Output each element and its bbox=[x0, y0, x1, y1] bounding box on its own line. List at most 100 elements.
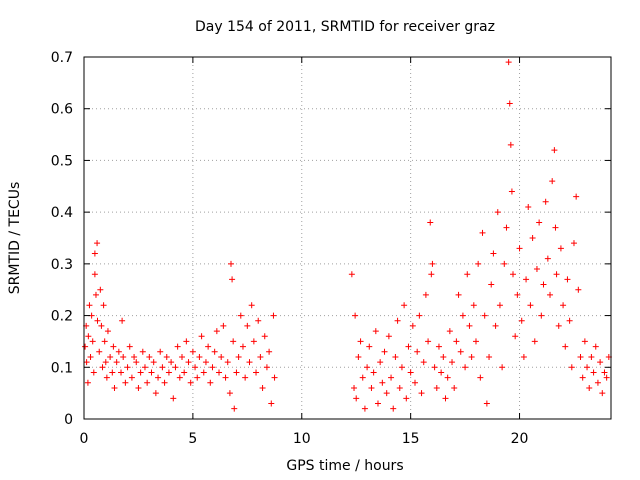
data-point bbox=[494, 209, 501, 216]
data-point bbox=[268, 400, 275, 407]
data-point bbox=[588, 353, 595, 360]
data-point bbox=[107, 353, 114, 360]
data-point bbox=[557, 245, 564, 252]
data-point bbox=[451, 384, 458, 391]
data-point bbox=[209, 364, 216, 371]
data-point bbox=[163, 353, 170, 360]
data-point bbox=[479, 229, 486, 236]
data-point bbox=[83, 359, 90, 366]
data-point bbox=[542, 198, 549, 205]
data-point bbox=[115, 348, 122, 355]
data-point bbox=[547, 291, 554, 298]
data-point bbox=[457, 348, 464, 355]
data-point bbox=[157, 348, 164, 355]
data-point bbox=[244, 322, 251, 329]
data-point bbox=[551, 147, 558, 154]
data-point bbox=[503, 224, 510, 231]
data-point bbox=[99, 364, 106, 371]
data-point bbox=[422, 291, 429, 298]
data-point bbox=[496, 302, 503, 309]
data-point bbox=[414, 348, 421, 355]
data-point bbox=[91, 250, 98, 257]
data-point bbox=[553, 271, 560, 278]
data-point bbox=[216, 369, 223, 376]
data-point bbox=[383, 390, 390, 397]
data-point bbox=[239, 343, 246, 350]
data-point bbox=[131, 353, 138, 360]
data-point bbox=[544, 255, 551, 262]
data-point bbox=[172, 364, 179, 371]
data-point bbox=[207, 379, 214, 386]
data-point bbox=[472, 338, 479, 345]
data-point bbox=[255, 317, 262, 324]
data-point bbox=[510, 271, 517, 278]
data-point bbox=[486, 353, 493, 360]
data-point bbox=[586, 384, 593, 391]
data-point bbox=[248, 302, 255, 309]
data-point bbox=[379, 379, 386, 386]
grid-lines bbox=[84, 57, 611, 419]
y-tick-label: 0.7 bbox=[51, 50, 73, 66]
data-point bbox=[508, 188, 515, 195]
data-point bbox=[205, 343, 212, 350]
data-point bbox=[431, 364, 438, 371]
data-point bbox=[84, 379, 91, 386]
data-point bbox=[259, 384, 266, 391]
data-point bbox=[533, 266, 540, 273]
data-point bbox=[250, 338, 257, 345]
data-point bbox=[525, 203, 532, 210]
data-point bbox=[468, 353, 475, 360]
y-tick-label: 0.3 bbox=[51, 257, 73, 273]
data-point bbox=[220, 322, 227, 329]
data-point bbox=[85, 333, 92, 340]
data-point bbox=[82, 343, 89, 350]
data-point bbox=[555, 322, 562, 329]
data-point bbox=[119, 317, 126, 324]
data-point bbox=[403, 395, 410, 402]
data-point bbox=[438, 369, 445, 376]
data-point bbox=[435, 343, 442, 350]
data-point bbox=[113, 359, 120, 366]
data-point bbox=[444, 374, 451, 381]
data-points bbox=[82, 59, 612, 412]
data-point bbox=[141, 364, 148, 371]
data-point bbox=[368, 384, 375, 391]
data-point bbox=[233, 369, 240, 376]
data-point bbox=[449, 359, 456, 366]
data-point bbox=[364, 364, 371, 371]
data-point bbox=[98, 322, 105, 329]
data-point bbox=[505, 59, 512, 66]
data-point bbox=[425, 338, 432, 345]
data-point bbox=[584, 364, 591, 371]
data-point bbox=[126, 343, 133, 350]
data-point bbox=[401, 302, 408, 309]
data-point bbox=[168, 359, 175, 366]
data-point bbox=[198, 333, 205, 340]
data-point bbox=[514, 291, 521, 298]
y-tick-label: 0.2 bbox=[51, 309, 73, 325]
data-point bbox=[211, 348, 218, 355]
data-point bbox=[165, 369, 172, 376]
data-point bbox=[174, 343, 181, 350]
data-point bbox=[152, 390, 159, 397]
data-point bbox=[370, 369, 377, 376]
data-point bbox=[409, 322, 416, 329]
y-tick-label: 0 bbox=[64, 412, 73, 428]
data-point bbox=[235, 353, 242, 360]
data-point bbox=[189, 348, 196, 355]
data-point bbox=[92, 291, 99, 298]
data-point bbox=[398, 364, 405, 371]
data-point bbox=[597, 359, 604, 366]
x-axis-title: GPS time / hours bbox=[286, 458, 403, 474]
data-point bbox=[536, 219, 543, 226]
data-point bbox=[603, 374, 610, 381]
data-point bbox=[178, 353, 185, 360]
data-point bbox=[433, 384, 440, 391]
data-point bbox=[261, 333, 268, 340]
data-point bbox=[490, 250, 497, 257]
data-point bbox=[570, 240, 577, 247]
data-point bbox=[111, 384, 118, 391]
data-point bbox=[481, 312, 488, 319]
data-point bbox=[418, 390, 425, 397]
